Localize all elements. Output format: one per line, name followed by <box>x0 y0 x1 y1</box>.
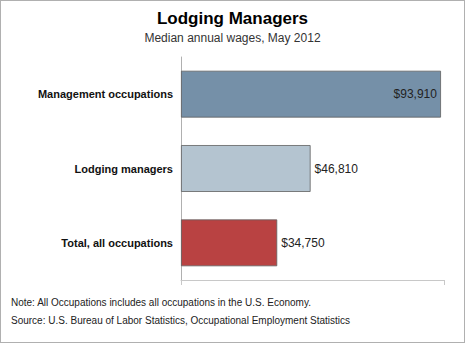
svg-text:Median annual wages, May 2012: Median annual wages, May 2012 <box>144 31 320 45</box>
svg-text:$93,910: $93,910 <box>394 87 438 101</box>
svg-text:Lodging Managers: Lodging Managers <box>157 9 308 28</box>
svg-text:Lodging managers: Lodging managers <box>75 163 173 175</box>
svg-text:Source: U.S. Bureau of Labor S: Source: U.S. Bureau of Labor Statistics,… <box>11 315 350 326</box>
svg-text:Management occupations: Management occupations <box>38 88 173 100</box>
svg-text:Total, all occupations: Total, all occupations <box>61 237 173 249</box>
svg-text:$34,750: $34,750 <box>281 236 325 250</box>
svg-text:Note: All Occupations includes: Note: All Occupations includes all occup… <box>11 297 311 308</box>
svg-text:$46,810: $46,810 <box>315 162 359 176</box>
